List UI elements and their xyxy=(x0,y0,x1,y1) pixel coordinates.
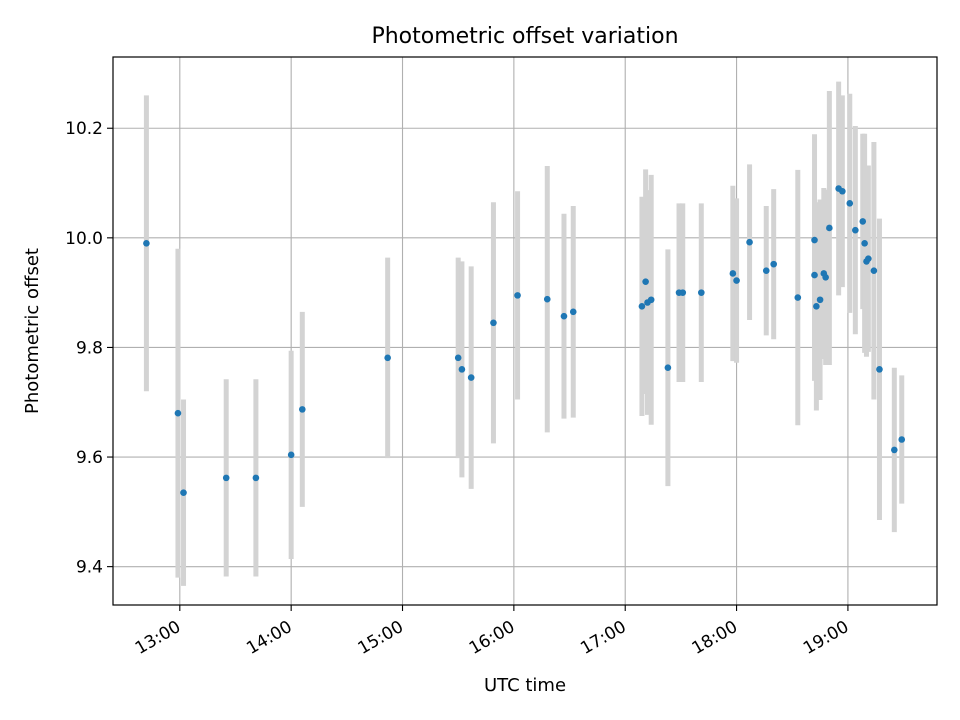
data-point xyxy=(222,474,230,482)
data-point xyxy=(865,255,872,262)
data-point xyxy=(746,238,753,246)
y-tick-label: 9.6 xyxy=(76,448,103,468)
y-tick-label: 10.2 xyxy=(65,119,103,139)
data-point xyxy=(543,295,551,303)
data-point xyxy=(770,260,777,268)
x-axis-label: UTC time xyxy=(484,675,566,696)
data-point xyxy=(287,451,295,459)
data-point xyxy=(174,409,182,417)
y-axis-ticks: 9.4 9.6 9.8 10.0 10.2 xyxy=(65,119,113,578)
data-point xyxy=(839,187,846,195)
data-point xyxy=(811,236,818,244)
data-point xyxy=(794,294,802,301)
data-point xyxy=(861,240,868,247)
data-point xyxy=(729,270,737,277)
data-point xyxy=(454,354,462,362)
data-point xyxy=(679,289,687,296)
data-point xyxy=(898,436,906,443)
data-point xyxy=(762,267,770,275)
y-tick-label: 9.8 xyxy=(76,338,103,358)
data-point xyxy=(560,312,568,320)
y-tick-label: 9.4 xyxy=(76,558,103,578)
data-point xyxy=(647,296,655,304)
data-point xyxy=(822,273,829,281)
data-point xyxy=(816,296,824,304)
y-tick-label: 10.0 xyxy=(65,229,103,249)
data-point xyxy=(180,489,187,496)
data-point xyxy=(664,364,672,372)
data-point xyxy=(870,267,878,275)
data-point xyxy=(458,366,466,373)
data-point xyxy=(143,240,150,247)
data-point xyxy=(891,446,898,454)
data-point xyxy=(811,271,818,279)
data-point xyxy=(876,366,883,373)
data-point xyxy=(298,406,306,413)
chart-title: Photometric offset variation xyxy=(371,24,678,49)
y-axis-label: Photometric offset xyxy=(22,248,43,414)
data-point xyxy=(638,303,646,310)
data-point xyxy=(846,200,854,207)
data-point xyxy=(826,224,833,232)
data-points xyxy=(143,185,906,496)
data-point xyxy=(569,308,577,316)
data-point xyxy=(733,277,740,284)
data-point xyxy=(642,278,649,285)
data-point xyxy=(698,289,705,296)
data-point xyxy=(852,226,859,234)
plot-frame xyxy=(112,56,938,606)
data-point xyxy=(252,474,260,482)
data-point xyxy=(514,292,521,299)
data-point xyxy=(813,303,820,310)
data-point xyxy=(467,374,475,381)
data-point xyxy=(859,218,867,225)
data-point xyxy=(384,354,391,362)
data-point xyxy=(490,319,497,327)
